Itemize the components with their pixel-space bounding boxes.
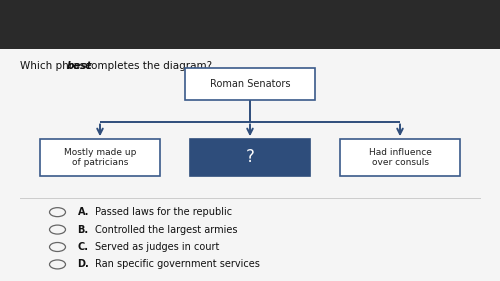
FancyBboxPatch shape — [185, 68, 315, 101]
Text: Served as judges in court: Served as judges in court — [95, 242, 220, 252]
Text: completes the diagram?: completes the diagram? — [82, 61, 212, 71]
Text: Had influence
over consuls: Had influence over consuls — [368, 148, 432, 167]
Text: Mostly made up
of patricians: Mostly made up of patricians — [64, 148, 136, 167]
Text: best: best — [67, 61, 92, 71]
FancyBboxPatch shape — [340, 139, 460, 176]
Bar — [0, 0, 500, 49]
FancyBboxPatch shape — [190, 139, 310, 176]
Text: D.: D. — [78, 259, 89, 269]
Text: B.: B. — [78, 225, 88, 235]
Text: Ran specific government services: Ran specific government services — [95, 259, 260, 269]
Text: Which phrase: Which phrase — [20, 61, 94, 71]
FancyBboxPatch shape — [40, 139, 160, 176]
Text: Roman Senators: Roman Senators — [210, 79, 290, 89]
Text: Passed laws for the republic: Passed laws for the republic — [95, 207, 232, 217]
Text: A.: A. — [78, 207, 89, 217]
Text: C.: C. — [78, 242, 88, 252]
Text: ?: ? — [246, 148, 254, 166]
Text: Controlled the largest armies: Controlled the largest armies — [95, 225, 238, 235]
